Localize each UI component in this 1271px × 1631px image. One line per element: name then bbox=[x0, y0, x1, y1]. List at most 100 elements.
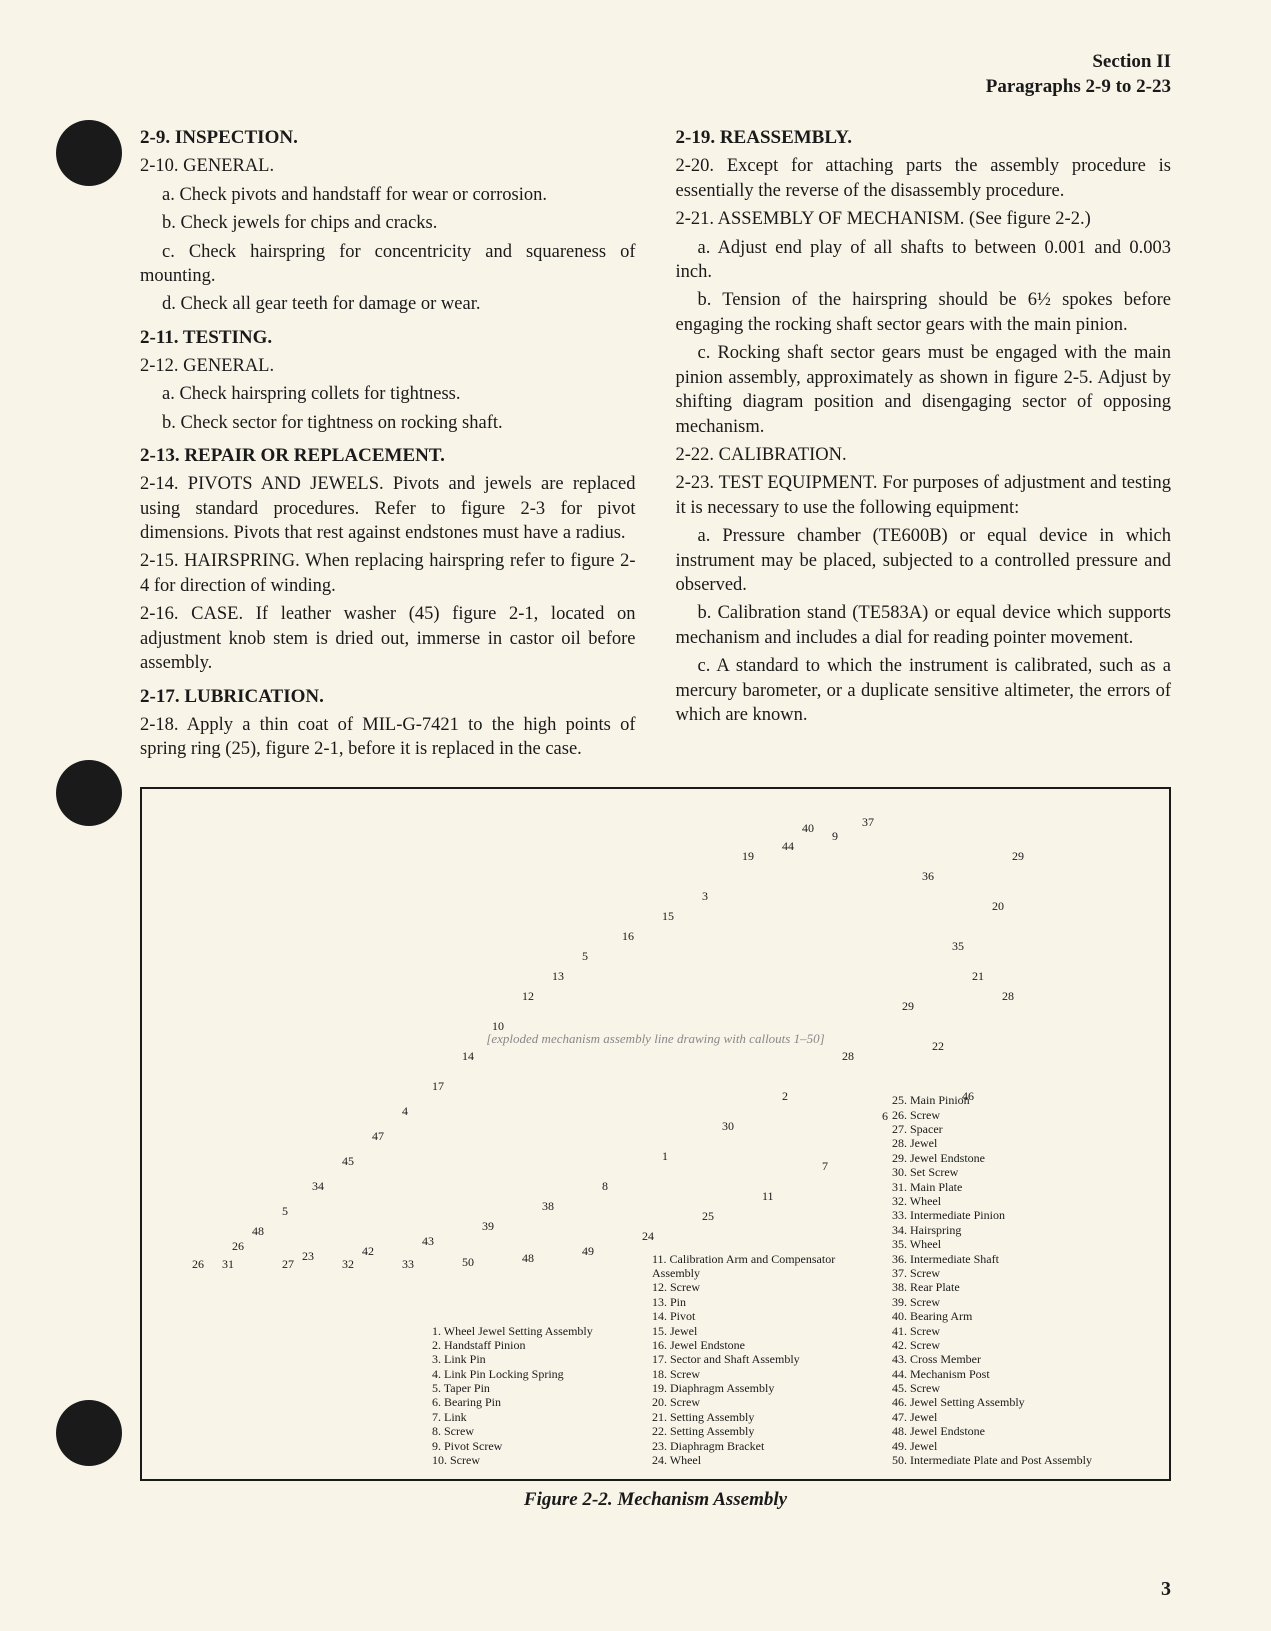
parts-list-item: 13. Pin bbox=[652, 1295, 872, 1309]
parts-list-item: 49. Jewel bbox=[892, 1439, 1092, 1453]
figure-callout-number: 49 bbox=[582, 1244, 594, 1259]
para-2-23: 2-23. TEST EQUIPMENT. For purposes of ad… bbox=[676, 471, 1172, 520]
figure-callout-number: 22 bbox=[932, 1039, 944, 1054]
figure-callout-number: 12 bbox=[522, 989, 534, 1004]
header-paragraphs: Paragraphs 2-9 to 2-23 bbox=[140, 75, 1171, 100]
parts-list-item: 6. Bearing Pin bbox=[432, 1395, 632, 1409]
heading-2-19: 2-19. REASSEMBLY. bbox=[676, 125, 1172, 150]
figure-callout-number: 28 bbox=[1002, 989, 1014, 1004]
figure-callout-number: 15 bbox=[662, 909, 674, 924]
figure-callout-number: 37 bbox=[862, 815, 874, 830]
figure-callout-number: 4 bbox=[402, 1104, 408, 1119]
figure-callout-number: 36 bbox=[922, 869, 934, 884]
figure-callout-number: 38 bbox=[542, 1199, 554, 1214]
parts-list-item: 10. Screw bbox=[432, 1453, 632, 1467]
binder-hole-mid bbox=[56, 760, 122, 826]
figure-callout-number: 34 bbox=[312, 1179, 324, 1194]
parts-list-item: 33. Intermediate Pinion bbox=[892, 1208, 1092, 1222]
figure-callout-number: 29 bbox=[1012, 849, 1024, 864]
para-2-10-d: d. Check all gear teeth for damage or we… bbox=[140, 292, 636, 316]
parts-list-col-3: 25. Main Pinion26. Screw27. Spacer28. Je… bbox=[892, 1093, 1092, 1467]
parts-list-col-2: 11. Calibration Arm and Compensator Asse… bbox=[652, 1252, 872, 1468]
figure-callout-number: 39 bbox=[482, 1219, 494, 1234]
parts-list-item: 7. Link bbox=[432, 1410, 632, 1424]
parts-list-item: 32. Wheel bbox=[892, 1194, 1092, 1208]
figure-callout-number: 48 bbox=[522, 1251, 534, 1266]
parts-list-item: 28. Jewel bbox=[892, 1136, 1092, 1150]
parts-list-item: 30. Set Screw bbox=[892, 1165, 1092, 1179]
parts-list-item: 48. Jewel Endstone bbox=[892, 1424, 1092, 1438]
parts-list-item: 24. Wheel bbox=[652, 1453, 872, 1467]
parts-list-item: 38. Rear Plate bbox=[892, 1280, 1092, 1294]
parts-list-item: 16. Jewel Endstone bbox=[652, 1338, 872, 1352]
left-column: 2-9. INSPECTION. 2-10. GENERAL. a. Check… bbox=[140, 117, 636, 765]
parts-list-item: 2. Handstaff Pinion bbox=[432, 1338, 632, 1352]
parts-list-item: 36. Intermediate Shaft bbox=[892, 1252, 1092, 1266]
figure-callout-number: 42 bbox=[362, 1244, 374, 1259]
figure-callout-number: 3 bbox=[702, 889, 708, 904]
para-2-10-c: c. Check hairspring for concentricity an… bbox=[140, 240, 636, 289]
parts-list-item: 9. Pivot Screw bbox=[432, 1439, 632, 1453]
page-number: 3 bbox=[1161, 1578, 1171, 1601]
para-2-10-b: b. Check jewels for chips and cracks. bbox=[140, 211, 636, 235]
figure-callout-number: 6 bbox=[882, 1109, 888, 1124]
figure-callout-number: 10 bbox=[492, 1019, 504, 1034]
figure-callout-number: 48 bbox=[252, 1224, 264, 1239]
figure-callout-number: 24 bbox=[642, 1229, 654, 1244]
figure-callout-number: 27 bbox=[282, 1257, 294, 1272]
figure-callout-number: 19 bbox=[742, 849, 754, 864]
para-2-21-b: b. Tension of the hairspring should be 6… bbox=[676, 288, 1172, 337]
figure-callout-number: 32 bbox=[342, 1257, 354, 1272]
parts-list-item: 3. Link Pin bbox=[432, 1352, 632, 1366]
figure-callout-number: 26 bbox=[232, 1239, 244, 1254]
para-2-23-b: b. Calibration stand (TE583A) or equal d… bbox=[676, 601, 1172, 650]
figure-callout-number: 1 bbox=[662, 1149, 668, 1164]
figure-callout-number: 11 bbox=[762, 1189, 774, 1204]
figure-callout-number: 20 bbox=[992, 899, 1004, 914]
parts-list-item: 44. Mechanism Post bbox=[892, 1367, 1092, 1381]
binder-hole-bot bbox=[56, 1400, 122, 1466]
parts-list-item: 25. Main Pinion bbox=[892, 1093, 1092, 1107]
para-2-21: 2-21. ASSEMBLY OF MECHANISM. (See figure… bbox=[676, 207, 1172, 231]
right-column: 2-19. REASSEMBLY. 2-20. Except for attac… bbox=[676, 117, 1172, 765]
figure-callout-number: 8 bbox=[602, 1179, 608, 1194]
figure-callout-number: 45 bbox=[342, 1154, 354, 1169]
parts-list-item: 34. Hairspring bbox=[892, 1223, 1092, 1237]
parts-list-item: 14. Pivot bbox=[652, 1309, 872, 1323]
figure-callout-number: 17 bbox=[432, 1079, 444, 1094]
figure-callout-number: 47 bbox=[372, 1129, 384, 1144]
parts-list-item: 12. Screw bbox=[652, 1280, 872, 1294]
parts-list-item: 4. Link Pin Locking Spring bbox=[432, 1367, 632, 1381]
parts-list-item: 19. Diaphragm Assembly bbox=[652, 1381, 872, 1395]
figure-callout-number: 50 bbox=[462, 1255, 474, 1270]
para-2-12-b: b. Check sector for tightness on rocking… bbox=[140, 411, 636, 435]
parts-list-item: 8. Screw bbox=[432, 1424, 632, 1438]
figure-callout-number: 25 bbox=[702, 1209, 714, 1224]
parts-list-item: 27. Spacer bbox=[892, 1122, 1092, 1136]
parts-list-item: 35. Wheel bbox=[892, 1237, 1092, 1251]
figure-callout-number: 29 bbox=[902, 999, 914, 1014]
parts-list-item: 1. Wheel Jewel Setting Assembly bbox=[432, 1324, 632, 1338]
page: Section II Paragraphs 2-9 to 2-23 2-9. I… bbox=[0, 0, 1271, 1631]
page-header: Section II Paragraphs 2-9 to 2-23 bbox=[140, 50, 1171, 99]
parts-list-item: 40. Bearing Arm bbox=[892, 1309, 1092, 1323]
parts-list-item: 5. Taper Pin bbox=[432, 1381, 632, 1395]
figure-callout-number: 33 bbox=[402, 1257, 414, 1272]
parts-list-item: 41. Screw bbox=[892, 1324, 1092, 1338]
parts-list-item: 15. Jewel bbox=[652, 1324, 872, 1338]
parts-list-item: 47. Jewel bbox=[892, 1410, 1092, 1424]
heading-2-13: 2-13. REPAIR OR REPLACEMENT. bbox=[140, 443, 636, 468]
figure-callout-number: 35 bbox=[952, 939, 964, 954]
para-2-22: 2-22. CALIBRATION. bbox=[676, 443, 1172, 467]
figure-callout-number: 23 bbox=[302, 1249, 314, 1264]
figure-callout-number: 5 bbox=[582, 949, 588, 964]
figure-callout-number: 5 bbox=[282, 1204, 288, 1219]
figure-caption: Figure 2-2. Mechanism Assembly bbox=[140, 1489, 1171, 1511]
figure-callout-number: 16 bbox=[622, 929, 634, 944]
parts-list-item: 46. Jewel Setting Assembly bbox=[892, 1395, 1092, 1409]
parts-list-item: 18. Screw bbox=[652, 1367, 872, 1381]
para-2-18: 2-18. Apply a thin coat of MIL-G-7421 to… bbox=[140, 713, 636, 762]
para-2-12-a: a. Check hairspring collets for tightnes… bbox=[140, 382, 636, 406]
heading-2-17: 2-17. LUBRICATION. bbox=[140, 684, 636, 709]
para-2-14: 2-14. PIVOTS AND JEWELS. Pivots and jewe… bbox=[140, 472, 636, 545]
